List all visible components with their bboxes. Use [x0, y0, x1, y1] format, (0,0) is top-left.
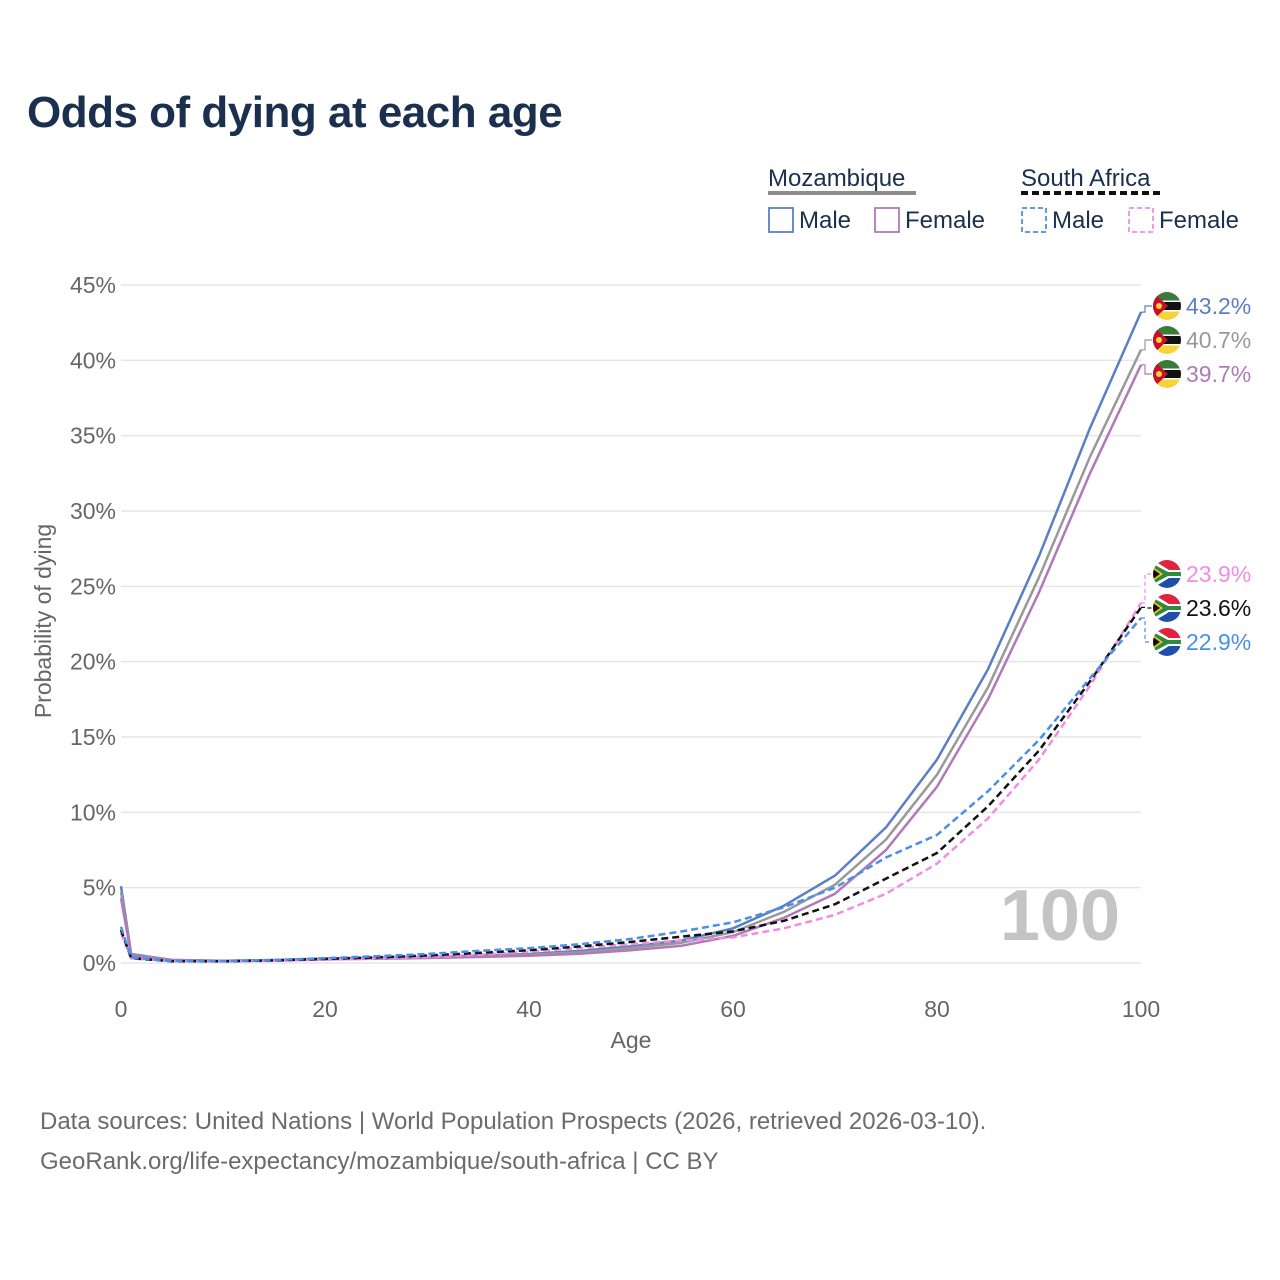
series-line-sa-male: [119, 617, 1142, 963]
legend-item-label: Female: [1159, 207, 1239, 234]
mozambique-flag-icon: [1153, 360, 1181, 388]
y-tick-label: 40%: [70, 347, 116, 373]
end-label-sa-total: 23.6%: [1186, 595, 1251, 621]
chart-title: Odds of dying at each age: [27, 88, 563, 137]
x-tick-label: 80: [924, 996, 950, 1022]
y-tick-label: 30%: [70, 498, 116, 524]
south-africa-flag-icon: [1153, 628, 1181, 656]
y-tick-label: 45%: [70, 272, 116, 298]
end-label-sa-female: 23.9%: [1186, 561, 1251, 587]
end-labels: 43.2% 40.7% 39.7% 23.9% 23.6% 22.9%: [1141, 292, 1251, 656]
end-label-connector: [1141, 573, 1152, 604]
y-tick-label: 0%: [83, 950, 116, 976]
y-axis-label: Probability of dying: [30, 524, 56, 718]
y-tick-label: 10%: [70, 799, 116, 825]
x-tick-label: 100: [1122, 996, 1160, 1022]
series-line-moz-total: [119, 349, 1143, 963]
grid-lines: [121, 284, 1141, 964]
footer-credit: GeoRank.org/life-expectancy/mozambique/s…: [40, 1148, 719, 1175]
x-tick-label: 60: [720, 996, 746, 1022]
series-line-moz-female: [119, 364, 1143, 963]
y-tick-label: 5%: [83, 875, 116, 901]
legend-swatch: [874, 207, 900, 233]
end-label-sa-male: 22.9%: [1186, 629, 1251, 655]
series-lines: [119, 311, 1143, 963]
end-label-moz-total: 40.7%: [1186, 327, 1251, 353]
y-tick-label: 25%: [70, 573, 116, 599]
legend-swatch: [1128, 207, 1154, 233]
legend-group-mozambique: Mozambique: [768, 165, 905, 192]
legend-swatch: [768, 207, 794, 233]
y-tick-label: 15%: [70, 724, 116, 750]
legend-group-south-africa: South Africa: [1021, 165, 1151, 192]
y-axis-ticks: 0% 5% 10% 15% 20% 25% 30% 35% 40% 45%: [70, 272, 116, 976]
y-tick-label: 20%: [70, 649, 116, 675]
end-label-connector: [1141, 606, 1152, 609]
year-watermark: 100: [1000, 876, 1120, 956]
end-label-connector: [1141, 617, 1152, 643]
legend-swatch: [1021, 207, 1047, 233]
series-line-sa-female: [119, 602, 1143, 963]
legend-item-label: Male: [799, 207, 851, 234]
mozambique-flag-icon: [1153, 326, 1181, 354]
end-label-moz-female: 39.7%: [1186, 361, 1251, 387]
end-label-connector: [1141, 364, 1152, 375]
mozambique-flag-icon: [1153, 292, 1181, 320]
end-label-connector: [1141, 305, 1152, 313]
x-tick-label: 40: [516, 996, 542, 1022]
x-tick-label: 0: [115, 996, 128, 1022]
legend-item-label: Male: [1052, 207, 1104, 234]
y-tick-label: 35%: [70, 423, 116, 449]
x-axis-label: Age: [611, 1027, 652, 1053]
legend-item-label: Female: [905, 207, 985, 234]
x-axis-ticks: 0 20 40 60 80 100: [115, 996, 1161, 1022]
series-line-moz-male: [119, 311, 1143, 962]
series-line-sa-total: [119, 606, 1143, 963]
south-africa-flag-icon: [1153, 594, 1181, 622]
end-label-connector: [1141, 339, 1152, 351]
end-label-moz-male: 43.2%: [1186, 293, 1251, 319]
footer-sources: Data sources: United Nations | World Pop…: [40, 1108, 987, 1135]
legend: Mozambique South Africa Male Female Male Fema…: [768, 165, 1239, 234]
south-africa-flag-icon: [1153, 560, 1181, 588]
x-tick-label: 20: [312, 996, 338, 1022]
